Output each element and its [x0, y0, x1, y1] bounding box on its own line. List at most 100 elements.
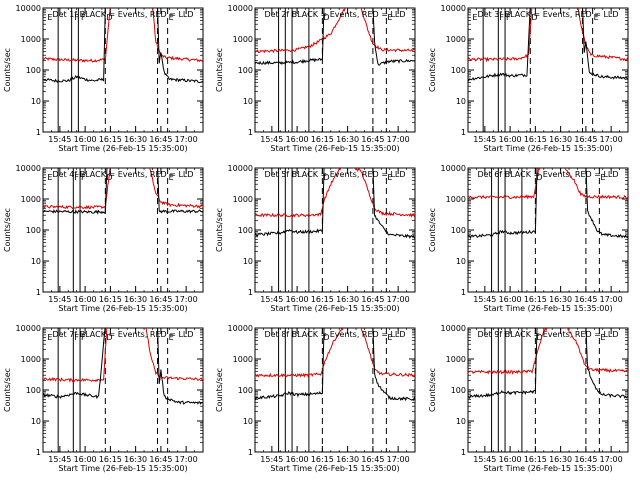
series-group — [43, 168, 203, 215]
lld-series-line — [468, 328, 628, 375]
x-tick-label: 16:00 — [74, 135, 97, 144]
events-series-line — [43, 8, 203, 84]
x-tick-label: 16:15 — [524, 135, 547, 144]
x-tick-label: 17:00 — [175, 295, 198, 304]
chart-panel-det-2: 1 10 100 1000 10000 15:45 16:00 16:15 16:30 16:45… — [215, 4, 416, 153]
y-tick-label: 100 — [451, 226, 466, 235]
y-tick-label: 100 — [451, 66, 466, 75]
y-tick-label: 1 — [461, 448, 466, 457]
x-tick-label: 16:15 — [524, 455, 547, 464]
x-tick-label: 15:45 — [260, 135, 283, 144]
marker-letter-label: E — [47, 173, 52, 182]
marker-letter-label: E — [472, 13, 477, 22]
marker-letter-label: E — [387, 173, 392, 182]
y-tick-label: 10000 — [441, 324, 466, 333]
x-tick-label: 15:45 — [260, 455, 283, 464]
events-series-line — [255, 8, 415, 66]
y-tick-label: 1000 — [446, 355, 466, 364]
chart-title: Det 1f BLACK = Events, RED = LLD — [52, 10, 193, 19]
x-tick-label: 16:30 — [124, 455, 147, 464]
events-series-line — [255, 168, 415, 240]
y-tick-label: 1 — [248, 128, 253, 137]
x-axis-label: Start Time (26-Feb-15 15:35:00) — [483, 464, 612, 473]
y-tick-label: 1 — [36, 288, 41, 297]
x-tick-label: 16:15 — [311, 295, 334, 304]
x-tick-label: 15:45 — [48, 455, 71, 464]
series-group — [468, 168, 628, 240]
x-axis-label: Start Time (26-Feb-15 15:35:00) — [270, 464, 399, 473]
marker-letter-label: E — [47, 333, 52, 342]
x-tick-label: 17:00 — [387, 295, 410, 304]
y-axis-label: Counts/sec — [215, 208, 224, 252]
x-tick-label: 16:30 — [124, 295, 147, 304]
x-tick-label: 17:00 — [600, 455, 623, 464]
marker-letter-label: F — [81, 173, 86, 182]
series-group — [43, 328, 203, 405]
chart-panel-det-8: 1 10 100 1000 10000 15:45 16:00 16:15 16:30 16:45… — [215, 324, 416, 473]
y-tick-label: 1000 — [446, 195, 466, 204]
x-tick-label: 16:30 — [336, 455, 359, 464]
series-group — [255, 8, 415, 66]
chart-panel-det-3: 1 10 100 1000 10000 15:45 16:00 16:15 16:30 16:45… — [428, 4, 629, 153]
y-tick-label: 1000 — [233, 35, 253, 44]
marker-letter-label: E — [594, 13, 599, 22]
y-tick-label: 10 — [243, 417, 253, 426]
events-series-line — [43, 328, 203, 405]
marker-letter-label: F — [74, 13, 79, 22]
events-series-line — [255, 328, 415, 402]
x-tick-label: 16:15 — [311, 135, 334, 144]
plot-frame — [42, 327, 204, 453]
marker-letter-label: E — [47, 13, 52, 22]
x-tick-label: 15:45 — [48, 135, 71, 144]
x-tick-label: 16:00 — [286, 295, 309, 304]
y-tick-label: 1 — [461, 128, 466, 137]
y-axis-label: Counts/sec — [428, 368, 437, 412]
series-group — [468, 8, 628, 82]
marker-letter-label: E — [387, 13, 392, 22]
events-series-line — [468, 8, 628, 82]
y-tick-label: 1000 — [21, 355, 41, 364]
x-axis-label: Start Time (26-Feb-15 15:35:00) — [58, 144, 187, 153]
x-axis-label: Start Time (26-Feb-15 15:35:00) — [58, 304, 187, 313]
y-tick-label: 1000 — [233, 195, 253, 204]
x-tick-label: 17:00 — [600, 295, 623, 304]
chart-title: Det 7f BLACK = Events, RED = LLD — [52, 330, 193, 339]
chart-title: Det 5f BLACK = Events, RED = LLD — [264, 170, 405, 179]
marker-letter-label: E — [600, 173, 605, 182]
x-axis-label: Start Time (26-Feb-15 15:35:00) — [483, 304, 612, 313]
marker-letter-label: F — [81, 13, 86, 22]
chart-title: Det 3f BLACK = Events, RED = LLD — [477, 10, 618, 19]
y-axis-label: Counts/sec — [428, 208, 437, 252]
x-tick-label: 16:45 — [149, 455, 172, 464]
chart-panel-det-6: 1 10 100 1000 10000 15:45 16:00 16:15 16:30 16:45… — [428, 164, 629, 313]
y-tick-label: 100 — [238, 226, 253, 235]
lld-series-line — [255, 8, 415, 54]
events-series-line — [468, 168, 628, 240]
y-tick-label: 100 — [26, 386, 41, 395]
events-series-line — [43, 168, 203, 215]
x-tick-label: 16:00 — [286, 455, 309, 464]
lld-series-line — [468, 8, 628, 63]
y-tick-label: 100 — [238, 66, 253, 75]
marker-letter-label: D — [531, 13, 537, 22]
x-tick-label: 15:45 — [473, 295, 496, 304]
y-tick-label: 10 — [31, 417, 41, 426]
y-tick-label: 1 — [36, 128, 41, 137]
x-tick-label: 16:30 — [336, 135, 359, 144]
chart-title: Det 2f BLACK = Events, RED = LLD — [264, 10, 405, 19]
marker-letter-label: E — [387, 333, 392, 342]
x-tick-label: 16:45 — [574, 295, 597, 304]
series-group — [255, 328, 415, 402]
x-tick-label: 17:00 — [175, 455, 198, 464]
marker-letter-label: D — [323, 333, 329, 342]
y-tick-label: 1000 — [446, 35, 466, 44]
marker-letter-label: F — [499, 13, 504, 22]
series-group — [468, 328, 628, 400]
x-tick-label: 16:15 — [99, 455, 122, 464]
y-tick-label: 10 — [31, 97, 41, 106]
y-axis-label: Counts/sec — [215, 368, 224, 412]
lld-series-line — [43, 328, 203, 383]
y-axis-label: Counts/sec — [3, 208, 12, 252]
x-tick-label: 16:45 — [361, 455, 384, 464]
y-tick-label: 10000 — [228, 164, 253, 173]
